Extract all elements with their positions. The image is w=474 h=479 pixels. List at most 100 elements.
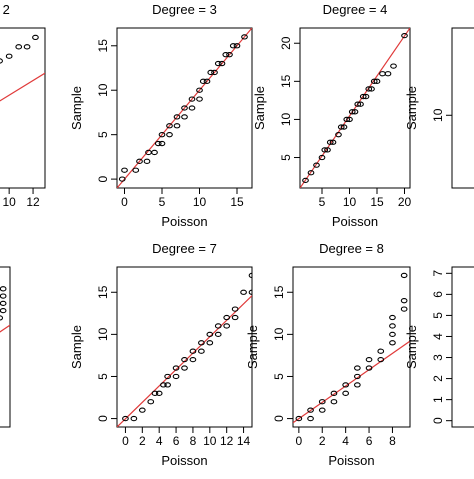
data-point — [318, 154, 326, 161]
x-tick-label: 10 — [343, 195, 357, 209]
x-tick-label: 5 — [159, 195, 166, 209]
data-point — [0, 58, 3, 64]
data-point — [231, 306, 239, 312]
x-axis-label: Poisson — [332, 214, 378, 229]
x-tick-label: 15 — [230, 195, 244, 209]
data-point — [206, 340, 214, 346]
data-point — [181, 114, 188, 120]
data-point — [132, 167, 140, 173]
data-point — [377, 356, 385, 363]
x-tick-label: 15 — [370, 195, 384, 209]
data-point — [164, 382, 171, 388]
data-point — [121, 167, 128, 173]
x-tick-label: 0 — [296, 434, 303, 448]
data-point — [32, 34, 39, 41]
y-axis-label: Sample — [404, 86, 419, 130]
y-tick-label: 0 — [96, 175, 110, 182]
data-point — [166, 132, 173, 138]
data-point — [0, 307, 7, 314]
data-point — [166, 123, 173, 129]
plot-frame — [0, 27, 46, 189]
fit-line — [117, 28, 252, 188]
data-point — [373, 78, 381, 84]
data-point — [318, 407, 326, 413]
data-point — [389, 314, 396, 321]
x-tick-label: 2 — [139, 434, 146, 448]
data-point — [181, 356, 188, 363]
data-point — [348, 109, 356, 115]
data-point — [164, 373, 171, 380]
data-point — [15, 44, 23, 50]
data-point — [400, 298, 408, 304]
data-point — [207, 69, 215, 76]
y-tick-label: 0 — [431, 417, 445, 424]
data-point — [389, 323, 396, 329]
y-tick-label: 1 — [431, 396, 445, 403]
plot-frame — [451, 27, 474, 189]
x-tick-label: 20 — [398, 195, 412, 209]
panel-title: Degree = 7 — [152, 241, 217, 256]
plot-frame — [299, 27, 411, 189]
data-point — [122, 415, 129, 422]
data-point — [5, 53, 13, 59]
data-point — [143, 158, 151, 164]
data-point — [354, 382, 361, 388]
data-point — [389, 331, 396, 338]
panel-title: Degree = 2 — [0, 2, 10, 17]
x-tick-label: 8 — [389, 434, 396, 448]
data-point — [173, 114, 181, 120]
x-tick-label: 5 — [319, 195, 326, 209]
data-point — [181, 365, 188, 371]
data-point — [23, 44, 31, 50]
data-point — [343, 116, 351, 123]
data-point — [138, 407, 146, 413]
y-tick-label: 7 — [431, 270, 445, 277]
data-point — [130, 415, 138, 422]
y-tick-label: 10 — [279, 112, 293, 126]
data-point — [400, 306, 408, 312]
y-tick-label: 10 — [96, 327, 110, 341]
data-point — [198, 340, 205, 346]
data-point — [0, 300, 7, 307]
panel-1: Degree = 281012Poisson — [0, 2, 46, 229]
x-tick-label: 10 — [2, 195, 16, 209]
data-point — [379, 71, 386, 77]
data-point — [324, 147, 331, 153]
data-point — [188, 96, 196, 102]
data-point — [365, 365, 373, 371]
y-axis-label: Sample — [404, 325, 419, 369]
x-tick-label: 4 — [156, 434, 163, 448]
data-point — [203, 78, 211, 84]
x-tick-label: 2 — [319, 434, 326, 448]
data-point — [218, 60, 226, 67]
x-tick-label: 10 — [193, 195, 207, 209]
x-axis-label: Poisson — [328, 453, 374, 468]
data-point — [155, 390, 163, 396]
data-point — [188, 105, 196, 111]
y-tick-label: 15 — [279, 74, 293, 88]
x-tick-label: 6 — [173, 434, 180, 448]
data-point — [214, 60, 222, 67]
data-point — [151, 149, 158, 156]
data-point — [357, 101, 364, 107]
data-point — [362, 93, 370, 100]
data-point — [196, 96, 203, 102]
data-point — [199, 78, 207, 84]
x-tick-label: 10 — [203, 434, 217, 448]
fit-line — [0, 324, 10, 333]
data-point — [214, 323, 222, 329]
fit-line — [0, 72, 45, 102]
x-tick-label: 8 — [190, 434, 197, 448]
data-point — [189, 348, 197, 354]
data-point — [295, 415, 303, 422]
y-tick-label: 15 — [96, 39, 110, 53]
panel-8: 0 1 2 3 4 5 6 7 Sample — [404, 266, 474, 428]
data-point — [326, 139, 334, 145]
data-point — [354, 365, 361, 371]
y-axis-label: Sample — [252, 86, 267, 130]
y-tick-label: 10 — [96, 83, 110, 97]
data-point — [222, 52, 230, 58]
panel-3: Degree = 4 5 10 15 20 5 10 15 20 Poisson Sample — [252, 2, 411, 229]
data-point — [377, 348, 385, 354]
